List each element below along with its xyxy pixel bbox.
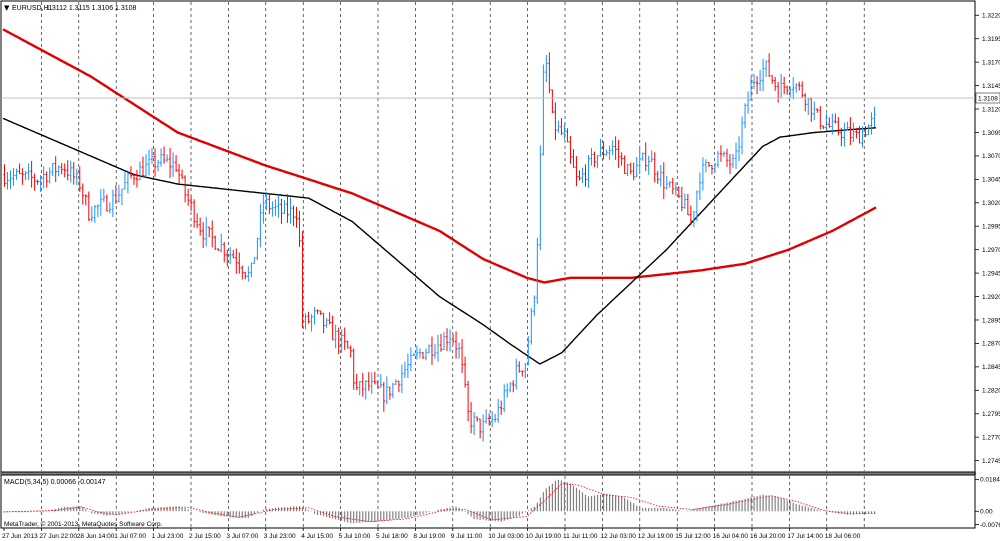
current-price-box [975,92,1000,104]
fast-moving-average-line [2,117,877,365]
x-tick-label: 17 Jul 14:00 [787,533,823,540]
y-tick-label: 1.2895 [982,317,1000,324]
ohlc-readout: 1.3112 1.3115 1.3106 1.3108 [46,5,137,12]
price-axis: 1.3220 1.3195 1.3170 1.3145 1.3120 1.3095 1.30… [975,13,1000,465]
y-tick-label: 1.2745 [982,458,1000,465]
slow-moving-average-line [2,28,877,284]
x-tick-label: 16 Jul 20:00 [750,533,786,540]
y-tick-label: 1.2995 [982,224,1000,231]
x-tick-label: 28 Jun 14:00 [77,533,115,540]
x-tick-label: 1 Jul 23:00 [152,533,184,540]
y-tick-label: 1.2820 [982,388,1000,395]
x-tick-label: 3 Jul 23:00 [264,533,296,540]
candles [3,52,876,442]
x-tick-label: 27 Jun 22:00 [39,533,77,540]
moving-averages [2,28,877,365]
macd-title: MACD(5,34,5) 0.00066 -0.00147 [4,479,106,486]
y-tick-label: 1.3020 [982,200,1000,207]
copyright-label: MetaTrader, © 2001-2013, MetaQuotes Soft… [4,520,163,528]
x-tick-label: 1 Jul 07:00 [114,533,146,540]
y-tick-label: 1.2845 [982,364,1000,371]
y-tick-label: 1.2945 [982,270,1000,277]
y-tick-label: 1.2970 [982,247,1000,254]
macd-histogram [3,479,876,524]
x-tick-label: 5 Jul 10:00 [339,533,371,540]
y-tick-label: 1.3095 [982,130,1000,137]
macd-tick-label: 0.01843 [980,477,1000,484]
main-chart-frame [0,0,976,473]
y-tick-label: 1.2870 [982,341,1000,348]
chart-menu-arrow-icon[interactable]: ▼ [4,4,10,12]
macd-signal-line [2,483,876,523]
current-price-label: 1.3108 [978,96,998,103]
x-tick-label: 9 Jul 11:00 [451,533,483,540]
y-tick-label: 1.2795 [982,411,1000,418]
y-tick-label: 1.3120 [982,106,1000,113]
x-tick-label: 27 Jun 2013 [2,533,38,540]
y-tick-label: 1.3220 [982,13,1000,20]
x-tick-label: 10 Jul 19:00 [526,533,562,540]
y-tick-label: 1.3070 [982,153,1000,160]
y-tick-label: 1.3195 [982,36,1000,43]
x-tick-label: 15 Jul 12:00 [675,533,711,540]
symbol-title: EURUSD,H1 [12,5,53,12]
x-tick-label: 5 Jul 18:00 [376,533,408,540]
y-tick-label: 1.3170 [982,59,1000,66]
macd-signal [2,483,876,523]
y-tick-label: 1.3045 [982,177,1000,184]
x-tick-label: 11 Jul 11:00 [563,533,598,540]
vertical-grid [41,2,865,527]
macd-tick-label: 0.00 [980,509,993,516]
y-tick-label: 1.2770 [982,434,1000,441]
x-tick-label: 8 Jul 19:00 [413,533,445,540]
x-tick-label: 18 Jul 06:00 [825,533,861,540]
x-tick-label: 4 Jul 15:00 [301,533,333,540]
x-tick-label: 2 Jul 15:00 [189,533,221,540]
macd-tick-label: -0.00764 [980,522,1000,529]
x-tick-label: 12 Jul 19:00 [638,533,674,540]
x-tick-label: 12 Jul 03:00 [600,533,636,540]
y-tick-label: 1.2920 [982,294,1000,301]
x-tick-label: 10 Jul 03:00 [488,533,524,540]
x-tick-label: 16 Jul 04:00 [713,533,749,540]
time-axis: 27 Jun 2013 27 Jun 22:00 28 Jun 14:00 1 Jul… [2,528,861,540]
y-tick-label: 1.3145 [982,83,1000,90]
macd-axis: 0.01843 0.00 -0.00764 [975,477,1000,529]
x-tick-label: 3 Jul 07:00 [226,533,258,540]
